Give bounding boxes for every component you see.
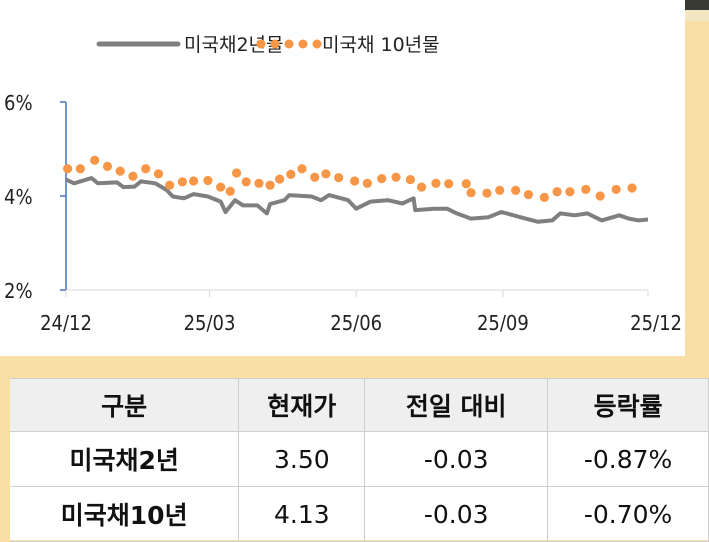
point-10y [321, 169, 330, 178]
point-10y [553, 187, 562, 196]
point-10y [627, 183, 636, 192]
row-rate: -0.70% [548, 487, 709, 542]
point-10y [216, 182, 225, 191]
point-10y [540, 193, 549, 202]
yield-chart: 미국채2년물 미국채 10년물 6% 4% 2% 24/12 25/03 25/06… [0, 0, 685, 356]
legend-dot [271, 40, 280, 49]
y-tick-label: 2% [4, 279, 33, 303]
header-change: 전일 대비 [365, 379, 548, 432]
x-tick-label: 25/12 [630, 311, 682, 335]
point-10y [265, 181, 274, 190]
point-10y [178, 177, 187, 186]
point-10y [116, 166, 125, 175]
point-10y [462, 179, 471, 188]
x-tick-label: 25/03 [184, 311, 236, 335]
point-10y [444, 179, 453, 188]
header-rate: 등락률 [548, 379, 709, 432]
point-10y [232, 168, 241, 177]
point-10y [417, 182, 426, 191]
point-10y [431, 179, 440, 188]
y-axis: 6% 4% 2% [4, 91, 66, 303]
point-10y [377, 174, 386, 183]
table-header-row: 구분 현재가 전일 대비 등락률 [10, 379, 709, 432]
point-10y [226, 187, 235, 196]
point-10y [581, 185, 590, 194]
point-10y [275, 174, 284, 183]
point-10y [103, 162, 112, 171]
point-10y [165, 181, 174, 190]
row-change: -0.03 [365, 432, 548, 487]
point-10y [482, 189, 491, 198]
legend-label-10y: 미국채 10년물 [322, 34, 440, 56]
top-accent-strip [685, 10, 709, 21]
legend-dot [299, 40, 308, 49]
point-10y [254, 179, 263, 188]
table-row: 미국채2년 3.50 -0.03 -0.87% [10, 432, 709, 487]
row-price: 4.13 [239, 487, 365, 542]
x-axis: 24/12 25/03 25/06 25/09 25/12 [40, 290, 682, 335]
x-tick-label: 25/06 [330, 311, 382, 335]
point-10y [495, 186, 504, 195]
point-10y [297, 164, 306, 173]
legend-label-2y: 미국채2년물 [184, 34, 284, 56]
table-row: 미국채10년 4.13 -0.03 -0.70% [10, 487, 709, 542]
header-price: 현재가 [239, 379, 365, 432]
point-10y [310, 173, 319, 182]
point-10y [511, 186, 520, 195]
top-dark-bar [685, 0, 709, 10]
point-10y [596, 191, 605, 200]
header-category: 구분 [10, 379, 239, 432]
legend-dot [313, 40, 322, 49]
point-10y [612, 185, 621, 194]
point-10y [524, 190, 533, 199]
row-name: 미국채10년 [10, 487, 239, 542]
row-name: 미국채2년 [10, 432, 239, 487]
y-tick-label: 6% [4, 91, 33, 115]
point-10y [334, 173, 343, 182]
point-10y [565, 187, 574, 196]
row-price: 3.50 [239, 432, 365, 487]
point-10y [154, 169, 163, 178]
point-10y [286, 170, 295, 179]
point-10y [76, 164, 85, 173]
legend-dot [285, 40, 294, 49]
y-tick-label: 4% [4, 185, 33, 209]
x-tick-label: 25/09 [477, 311, 529, 335]
point-10y [242, 177, 251, 186]
point-10y [203, 176, 212, 185]
point-10y [141, 164, 150, 173]
legend: 미국채2년물 미국채 10년물 [99, 34, 440, 56]
point-10y [63, 164, 72, 173]
point-10y [189, 176, 198, 185]
point-10y [350, 176, 359, 185]
legend-dot [257, 40, 266, 49]
point-10y [128, 172, 137, 181]
point-10y [363, 179, 372, 188]
point-10y [406, 175, 415, 184]
row-change: -0.03 [365, 487, 548, 542]
point-10y [466, 188, 475, 197]
point-10y [90, 156, 99, 165]
row-rate: -0.87% [548, 432, 709, 487]
x-tick-label: 24/12 [40, 311, 92, 335]
yield-table: 구분 현재가 전일 대비 등락률 미국채2년 3.50 -0.03 -0.87%… [10, 378, 709, 540]
point-10y [391, 173, 400, 182]
